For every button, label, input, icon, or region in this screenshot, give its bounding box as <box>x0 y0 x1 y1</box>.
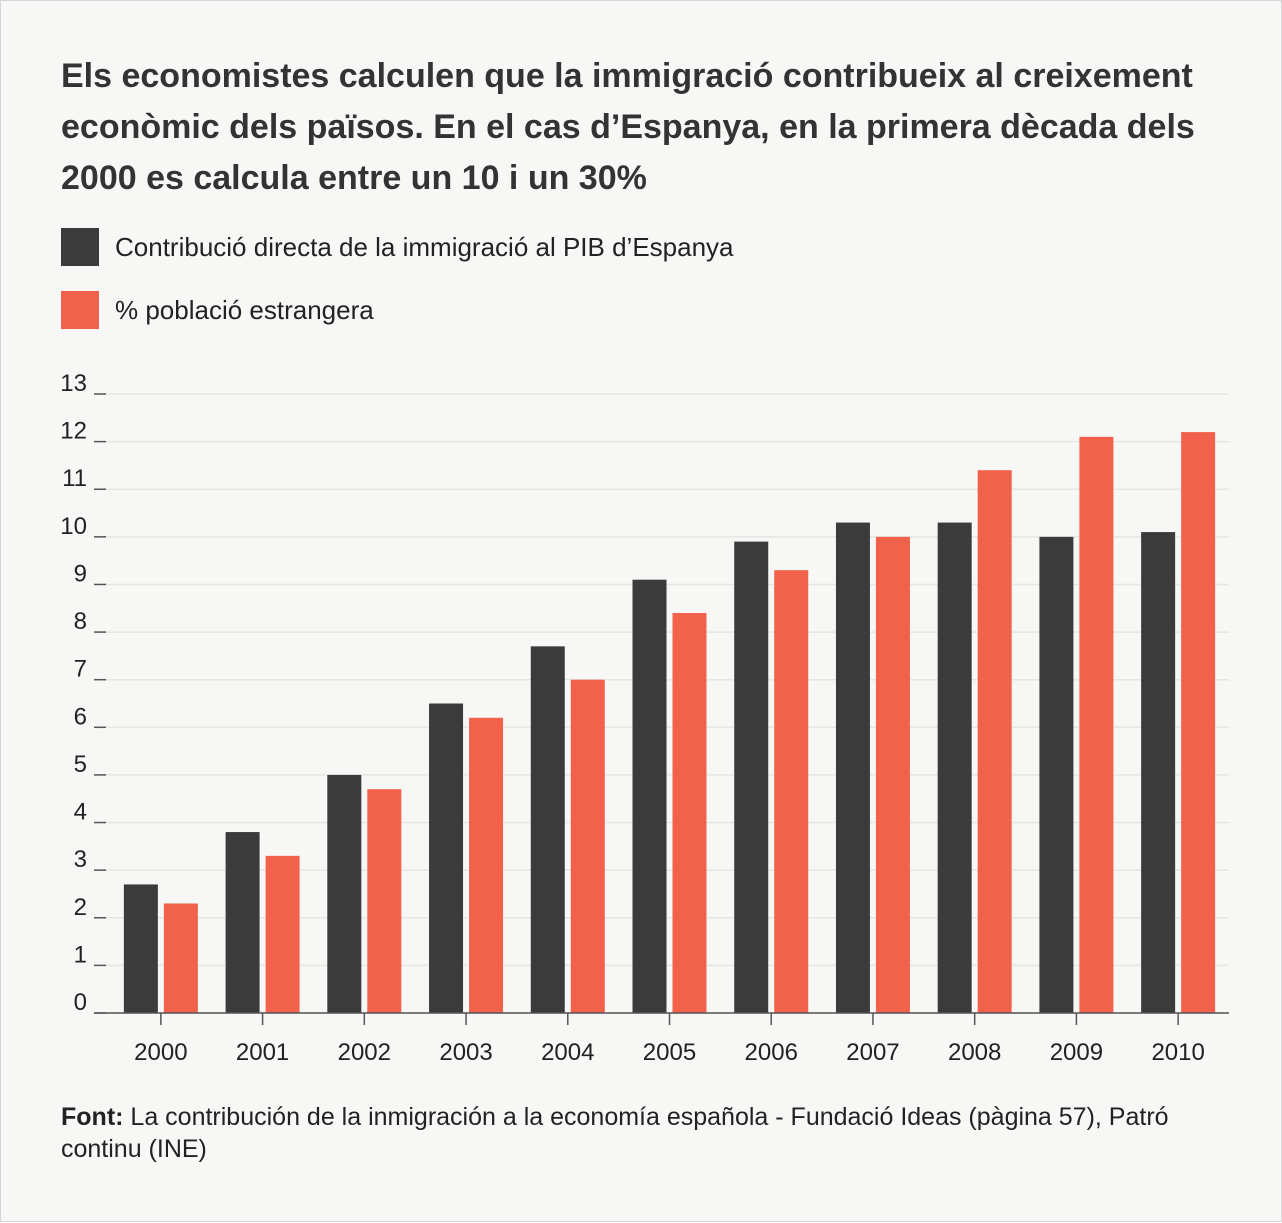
y-tick-label: 7 <box>74 656 87 683</box>
y-tick-label: 8 <box>74 608 87 635</box>
y-tick-label: 12 <box>60 418 87 445</box>
x-tick-label: 2009 <box>1050 1039 1103 1066</box>
legend-label: % població estrangera <box>115 294 374 325</box>
bar <box>672 613 707 1013</box>
x-tick-label: 2005 <box>643 1039 696 1066</box>
x-tick-label: 2001 <box>236 1039 289 1066</box>
y-tick-label: 4 <box>74 799 87 826</box>
y-tick-label: 6 <box>74 703 87 730</box>
bar <box>429 703 464 1013</box>
y-tick-label: 3 <box>74 846 87 873</box>
bar <box>774 570 809 1013</box>
x-tick-label: 2010 <box>1151 1039 1204 1066</box>
bar <box>225 832 260 1013</box>
legend-swatch <box>61 228 99 266</box>
x-tick-label: 2008 <box>948 1039 1001 1066</box>
bar <box>632 579 667 1013</box>
bar <box>123 884 158 1013</box>
y-tick-label: 13 <box>60 370 87 397</box>
legend-label: Contribució directa de la immigració al … <box>115 231 734 262</box>
bar <box>1141 532 1176 1013</box>
y-tick-label: 9 <box>74 560 87 587</box>
legend-item: % població estrangera <box>61 291 374 329</box>
y-tick-label: 1 <box>74 941 87 968</box>
x-tick-label: 2002 <box>338 1039 391 1066</box>
bar <box>367 789 402 1013</box>
bar <box>530 646 565 1013</box>
x-tick-label: 2004 <box>541 1039 594 1066</box>
source-text: La contribución de la inmigración a la e… <box>61 1103 1169 1163</box>
chart-title: Els economistes calculen que la immigrac… <box>61 57 1195 197</box>
y-tick-label: 2 <box>74 894 87 921</box>
source: Font: La contribución de la inmigración … <box>61 1101 1211 1165</box>
bar <box>1079 436 1114 1013</box>
bar <box>265 855 300 1013</box>
y-tick-label: 10 <box>60 513 87 540</box>
bar <box>835 522 870 1013</box>
bar <box>1181 432 1216 1014</box>
legend-swatch <box>61 291 99 329</box>
y-tick-label: 11 <box>62 465 87 492</box>
bar <box>327 774 362 1013</box>
source-label: Font: <box>61 1103 124 1131</box>
bar <box>570 679 605 1013</box>
y-tick-label: 0 <box>74 989 87 1016</box>
bar <box>875 536 910 1013</box>
x-tick-label: 2003 <box>439 1039 492 1066</box>
bar <box>977 470 1012 1014</box>
bar <box>734 541 769 1013</box>
bar <box>1039 536 1074 1013</box>
x-tick-label: 2006 <box>745 1039 798 1066</box>
x-tick-label: 2007 <box>846 1039 899 1066</box>
x-tick-label: 2000 <box>134 1039 187 1066</box>
bar <box>163 903 198 1013</box>
y-tick-label: 5 <box>74 751 87 778</box>
legend-item: Contribució directa de la immigració al … <box>61 228 734 266</box>
bar <box>469 717 504 1013</box>
bar <box>937 522 972 1013</box>
